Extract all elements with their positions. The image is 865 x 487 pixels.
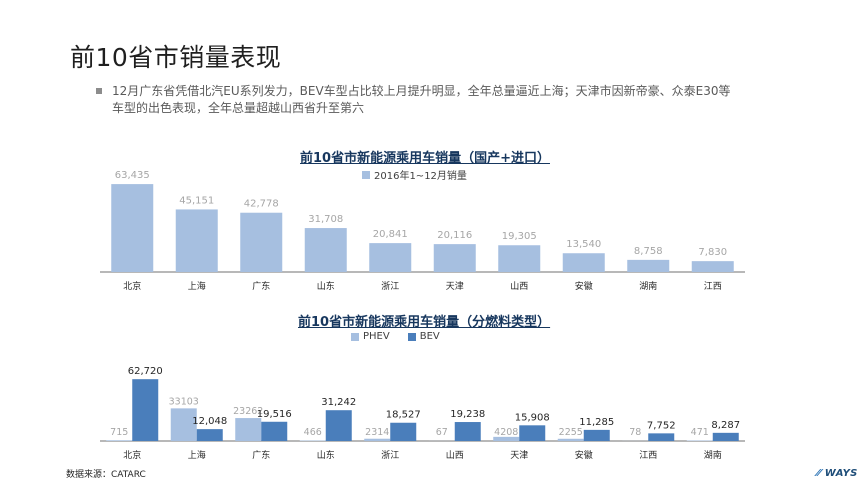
chart2-bar-bev-3: [325, 410, 352, 441]
chart2-bar-bev-9: [712, 432, 739, 441]
chart1-bar-5: [433, 244, 476, 272]
chart2-bar-phev-4: [364, 438, 391, 441]
chart1-data-label-1: 45,151: [179, 195, 214, 206]
chart1-x-tick-8: 湖南: [639, 280, 657, 292]
chart2-bar-phev-6: [493, 436, 520, 441]
chart2-data-label-phev-6: 4208: [494, 427, 518, 438]
chart1-x-tick-5: 天津: [446, 281, 464, 292]
data-source: 数据来源：CATARC: [66, 470, 146, 480]
chart1-data-label-9: 7,830: [698, 247, 727, 258]
chart2-bar-phev-1: [170, 408, 197, 441]
chart2-bar-phev-2: [235, 418, 262, 441]
page-title: 前10省市销量表现: [70, 43, 282, 72]
chart2-data-label-bev-8: 7,752: [647, 420, 676, 431]
chart2-bar-phev-7: [557, 438, 584, 441]
chart2-data-label-bev-1: 12,048: [192, 416, 227, 427]
bullet-marker: [96, 88, 102, 94]
chart1-bar-4: [369, 243, 412, 272]
logo-mark-icon: ⁄⁄: [817, 468, 821, 479]
chart1-bar-9: [691, 261, 734, 272]
chart1-data-label-4: 20,841: [373, 229, 408, 240]
chart2-data-label-phev-7: 2255: [559, 427, 583, 438]
chart2-data-label-bev-6: 15,908: [515, 412, 550, 423]
chart1-x-tick-6: 山西: [510, 281, 528, 292]
chart2-data-label-bev-3: 31,242: [321, 397, 356, 408]
chart1-data-label-5: 20,116: [437, 230, 472, 241]
chart2-x-tick-1: 上海: [188, 449, 206, 461]
chart1-bar-1: [175, 209, 218, 272]
chart1-x-tick-1: 上海: [188, 280, 206, 292]
chart2-bar-bev-5: [454, 422, 481, 441]
legend-item-phev: PHEV: [351, 331, 390, 342]
logo-text: WAYS: [824, 468, 858, 479]
chart2-data-label-bev-7: 11,285: [579, 417, 614, 428]
chart1-data-label-3: 31,708: [308, 214, 343, 225]
chart1-bar-2: [240, 212, 283, 272]
chart2-bar-bev-4: [390, 422, 417, 441]
chart1-x-tick-4: 浙江: [381, 280, 399, 292]
chart1-bar-7: [562, 253, 605, 272]
chart2-x-tick-8: 江西: [639, 450, 657, 461]
chart1-x-tick-2: 广东: [252, 280, 270, 292]
chart2-data-label-phev-3: 466: [304, 427, 322, 438]
chart2-data-label-phev-5: 67: [436, 427, 448, 438]
chart1-legend: 2016年1~12月销量: [362, 167, 467, 182]
legend-swatch-total: [362, 170, 370, 179]
chart2-data-label-phev-8: 78: [629, 427, 641, 438]
chart1-x-tick-0: 北京: [123, 280, 141, 292]
chart1-data-label-7: 13,540: [566, 239, 601, 250]
legend-label-total: 2016年1~12月销量: [374, 171, 467, 182]
chart2-data-label-bev-2: 19,516: [257, 409, 292, 420]
chart1-bar-3: [304, 228, 347, 272]
chart2-x-tick-5: 山西: [446, 450, 464, 461]
summary-bullet: 12月广东省凭借北汽EU系列发力，BEV车型占比较上月提升明显，全年总量逼近上海…: [96, 83, 742, 117]
chart2-x-tick-9: 湖南: [704, 449, 722, 461]
legend-swatch-phev: [351, 332, 359, 341]
chart1-data-label-6: 19,305: [502, 231, 537, 242]
chart2-title: 前10省市新能源乘用车销量（分燃料类型）: [298, 315, 551, 330]
chart2-bar-bev-1: [196, 429, 223, 441]
chart1-x-tick-9: 江西: [704, 281, 722, 292]
chart2-x-tick-2: 广东: [252, 449, 270, 461]
chart2-bar-bev-2: [261, 421, 288, 441]
chart2-data-label-bev-4: 18,527: [386, 410, 421, 421]
chart1-data-label-0: 63,435: [115, 170, 150, 181]
legend-item-bev: BEV: [407, 331, 440, 342]
chart2-legend: PHEV BEV: [351, 331, 440, 342]
chart2-x-tick-7: 安徽: [575, 449, 593, 461]
ways-logo: ⁄⁄ WAYS: [817, 468, 858, 479]
chart2-bar-bev-0: [132, 379, 159, 441]
chart2-x-tick-4: 浙江: [381, 449, 399, 461]
chart2-data-label-bev-0: 62,720: [128, 366, 163, 377]
chart1-bar-0: [111, 184, 154, 272]
legend-swatch-bev: [407, 332, 416, 341]
chart1-data-label-2: 42,778: [244, 199, 279, 210]
chart1-bar-8: [627, 259, 670, 272]
chart1-x-tick-3: 山东: [317, 280, 335, 292]
chart2-data-label-phev-4: 2314: [365, 427, 389, 438]
chart2-bar-phev-0: [106, 440, 133, 441]
chart2-data-label-bev-5: 19,238: [450, 409, 485, 420]
chart2-data-label-phev-0: 715: [110, 427, 128, 438]
chart2-data-label-phev-1: 33103: [169, 396, 199, 407]
chart2-bar-bev-8: [648, 433, 675, 441]
chart2-data-label-phev-9: 471: [691, 427, 709, 438]
chart2-x-tick-6: 天津: [510, 450, 528, 461]
chart2-x-tick-0: 北京: [123, 449, 141, 461]
chart2-bar-bev-7: [583, 429, 610, 441]
summary-text: 12月广东省凭借北汽EU系列发力，BEV车型占比较上月提升明显，全年总量逼近上海…: [112, 84, 731, 115]
legend-label-phev: PHEV: [363, 331, 390, 342]
chart1-title: 前10省市新能源乘用车销量（国产+进口）: [300, 151, 550, 166]
chart2-data-label-bev-9: 8,287: [711, 420, 740, 431]
chart1-x-tick-7: 安徽: [575, 280, 593, 292]
chart2-bar-bev-6: [519, 425, 546, 441]
legend-label-bev: BEV: [419, 331, 440, 342]
chart1-bar-6: [498, 245, 541, 272]
chart1-data-label-8: 8,758: [634, 246, 663, 257]
chart2-x-tick-3: 山东: [317, 449, 335, 461]
chart2-data-label-phev-2: 23262: [233, 406, 263, 417]
legend-item-total: 2016年1~12月销量: [362, 167, 467, 182]
